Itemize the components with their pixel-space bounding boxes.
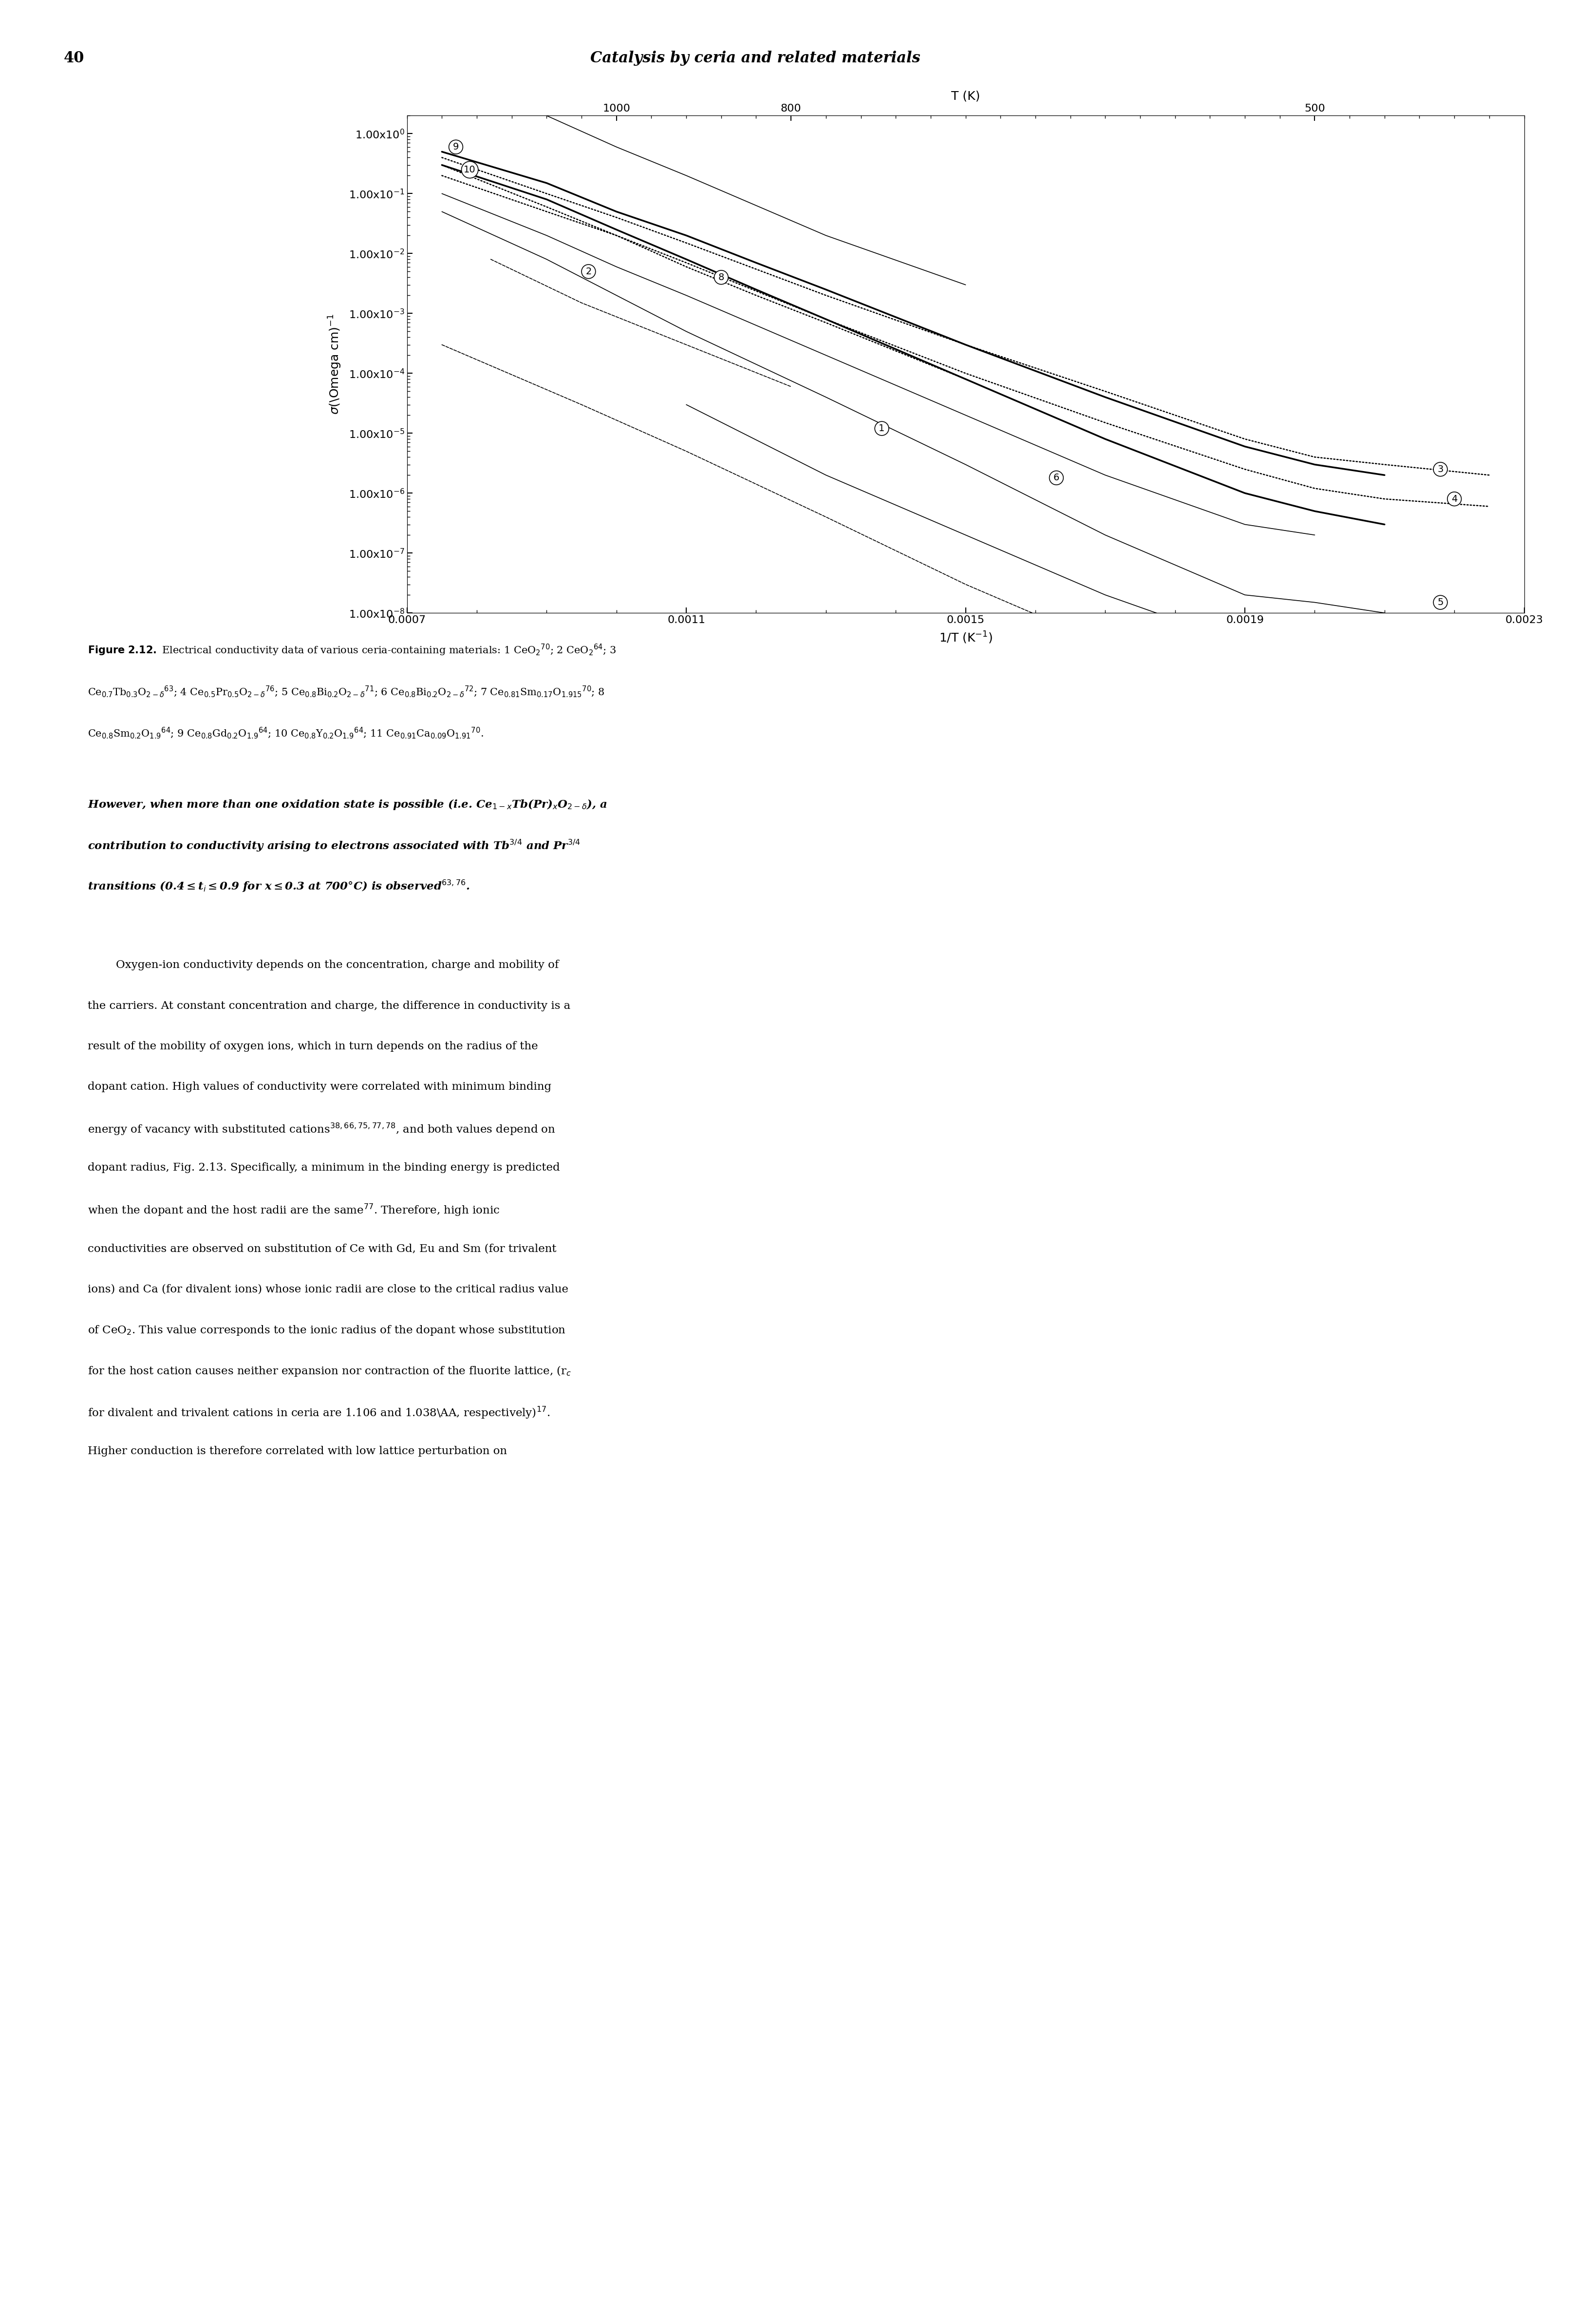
X-axis label: T (K): T (K) (951, 90, 980, 102)
Text: 9: 9 (453, 143, 460, 153)
Text: conductivities are observed on substitution of Ce with Gd, Eu and Sm (for trival: conductivities are observed on substitut… (88, 1244, 557, 1254)
Text: Ce$_{0.7}$Tb$_{0.3}$O$_{2-\delta}$$^{63}$; 4 Ce$_{0.5}$Pr$_{0.5}$O$_{2-\delta}$$: Ce$_{0.7}$Tb$_{0.3}$O$_{2-\delta}$$^{63}… (88, 685, 605, 699)
Text: 5: 5 (1438, 597, 1443, 606)
Text: Higher conduction is therefore correlated with low lattice perturbation on: Higher conduction is therefore correlate… (88, 1446, 508, 1457)
Text: contribution to conductivity arising to electrons associated with Tb$^{3/4}$ and: contribution to conductivity arising to … (88, 837, 581, 853)
Text: 3: 3 (1438, 465, 1443, 474)
Text: 6: 6 (1053, 474, 1060, 483)
Text: 8: 8 (718, 273, 725, 282)
Text: 1: 1 (879, 423, 884, 433)
Text: dopant radius, Fig. 2.13. Specifically, a minimum in the binding energy is predi: dopant radius, Fig. 2.13. Specifically, … (88, 1161, 560, 1173)
Y-axis label: $\sigma$(\Omega cm)$^{-1}$: $\sigma$(\Omega cm)$^{-1}$ (327, 315, 343, 414)
Text: for divalent and trivalent cations in ceria are 1.106 and 1.038\AA, respectively: for divalent and trivalent cations in ce… (88, 1404, 551, 1420)
Text: for the host cation causes neither expansion nor contraction of the fluorite lat: for the host cation causes neither expan… (88, 1365, 571, 1379)
Text: Oxygen-ion conductivity depends on the concentration, charge and mobility of: Oxygen-ion conductivity depends on the c… (88, 960, 559, 971)
Text: $\bf{Figure\ 2.12.}$ Electrical conductivity data of various ceria-containing ma: $\bf{Figure\ 2.12.}$ Electrical conducti… (88, 643, 616, 657)
Text: when the dopant and the host radii are the same$^{77}$. Therefore, high ionic: when the dopant and the host radii are t… (88, 1203, 500, 1217)
Text: the carriers. At constant concentration and charge, the difference in conductivi: the carriers. At constant concentration … (88, 999, 570, 1011)
Text: 40: 40 (64, 51, 85, 67)
Text: of CeO$_2$. This value corresponds to the ionic radius of the dopant whose subst: of CeO$_2$. This value corresponds to th… (88, 1323, 567, 1337)
Text: ions) and Ca (for divalent ions) whose ionic radii are close to the critical rad: ions) and Ca (for divalent ions) whose i… (88, 1284, 568, 1295)
Text: energy of vacancy with substituted cations$^{38,66,75,77,78}$, and both values d: energy of vacancy with substituted catio… (88, 1122, 555, 1136)
Text: result of the mobility of oxygen ions, which in turn depends on the radius of th: result of the mobility of oxygen ions, w… (88, 1041, 538, 1052)
Text: However, when more than one oxidation state is possible (i.e. Ce$_{1-x}$Tb(Pr)$_: However, when more than one oxidation st… (88, 798, 608, 812)
Text: Catalysis by ceria and related materials: Catalysis by ceria and related materials (591, 51, 921, 67)
Text: 10: 10 (464, 164, 476, 173)
Text: transitions (0.4$\leq$t$_i$$\leq$0.9 for x$\leq$0.3 at 700$\degree$C) is observe: transitions (0.4$\leq$t$_i$$\leq$0.9 for… (88, 879, 469, 893)
Text: 4: 4 (1451, 495, 1457, 504)
Text: 2: 2 (586, 266, 592, 275)
X-axis label: 1/T (K$^{-1}$): 1/T (K$^{-1}$) (938, 631, 993, 645)
Text: dopant cation. High values of conductivity were correlated with minimum binding: dopant cation. High values of conductivi… (88, 1082, 552, 1092)
Text: Ce$_{0.8}$Sm$_{0.2}$O$_{1.9}$$^{64}$; 9 Ce$_{0.8}$Gd$_{0.2}$O$_{1.9}$$^{64}$; 10: Ce$_{0.8}$Sm$_{0.2}$O$_{1.9}$$^{64}$; 9 … (88, 726, 484, 740)
